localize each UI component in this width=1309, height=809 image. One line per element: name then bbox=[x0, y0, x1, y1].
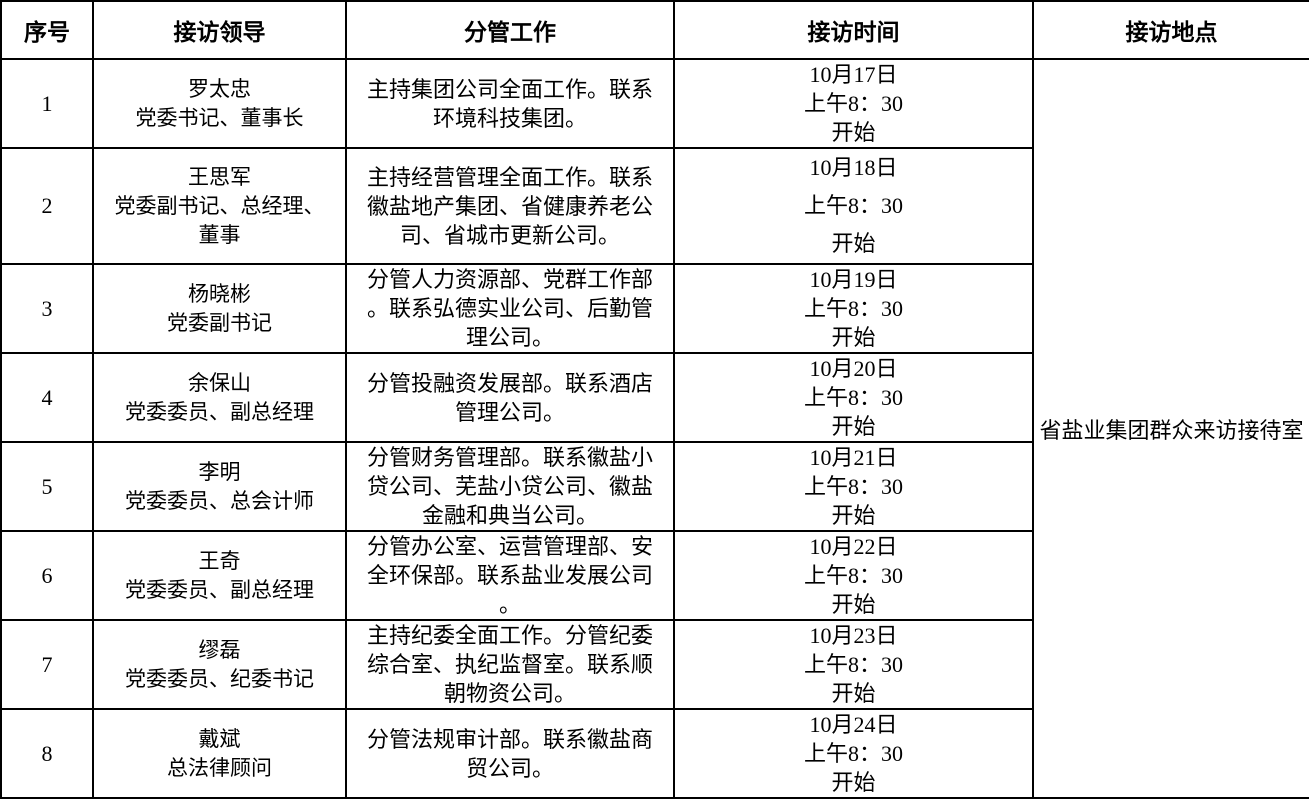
time-clock: 上午8：30 bbox=[803, 193, 903, 218]
header-duties: 分管工作 bbox=[345, 0, 675, 60]
leader-title: 党委副书记 bbox=[167, 310, 272, 335]
time-date: 10月20日 bbox=[809, 356, 898, 381]
time-start: 开始 bbox=[831, 592, 876, 617]
table-row: 1 罗太忠 党委书记、董事长 主持集团公司全面工作。联系环境科技集团。 10月1… bbox=[0, 58, 1309, 799]
time-cell: 10月24日 上午8：30 开始 bbox=[673, 708, 1034, 799]
table-row: 5 李明 党委委员、总会计师 分管财务管理部。联系徽盐小贷公司、芜盐小贷公司、徽… bbox=[0, 441, 1309, 532]
time-date: 10月22日 bbox=[809, 534, 898, 559]
location-cell: 省盐业集团群众来访接待室 bbox=[1032, 58, 1309, 799]
duties-cell: 分管投融资发展部。联系酒店管理公司。 bbox=[345, 352, 675, 443]
leader-name: 缪磊 bbox=[198, 637, 241, 662]
time-date: 10月17日 bbox=[809, 62, 898, 87]
time-date: 10月24日 bbox=[809, 712, 898, 737]
time-cell: 10月23日 上午8：30 开始 bbox=[673, 619, 1034, 710]
duties-cell: 分管财务管理部。联系徽盐小贷公司、芜盐小贷公司、徽盐金融和典当公司。 bbox=[345, 441, 675, 532]
duties-cell: 分管办公室、运营管理部、安全环保部。联系盐业发展公司。 bbox=[345, 530, 675, 621]
leader-cell: 王思军 党委副书记、总经理、董事 bbox=[92, 147, 347, 265]
serial-cell: 1 bbox=[0, 58, 94, 149]
header-leader: 接访领导 bbox=[92, 0, 347, 60]
time-cell: 10月22日 上午8：30 开始 bbox=[673, 530, 1034, 621]
serial-cell: 6 bbox=[0, 530, 94, 621]
time-start: 开始 bbox=[831, 681, 876, 706]
leader-cell: 余保山 党委委员、副总经理 bbox=[92, 352, 347, 443]
leader-title: 总法律顾问 bbox=[167, 755, 272, 780]
serial-cell: 2 bbox=[0, 147, 94, 265]
time-date: 10月23日 bbox=[809, 623, 898, 648]
leader-name: 李明 bbox=[198, 459, 241, 484]
time-cell: 10月20日 上午8：30 开始 bbox=[673, 352, 1034, 443]
leader-title: 党委委员、副总经理 bbox=[125, 399, 314, 424]
leader-cell: 缪磊 党委委员、纪委书记 bbox=[92, 619, 347, 710]
header-location: 接访地点 bbox=[1032, 0, 1309, 60]
leader-name: 王奇 bbox=[198, 548, 241, 573]
time-date: 10月18日 bbox=[809, 155, 898, 180]
time-start: 开始 bbox=[831, 503, 876, 528]
serial-cell: 8 bbox=[0, 708, 94, 799]
time-clock: 上午8：30 bbox=[803, 91, 903, 116]
duties-cell: 主持经营管理全面工作。联系徽盐地产集团、省健康养老公司、省城市更新公司。 bbox=[345, 147, 675, 265]
time-start: 开始 bbox=[831, 770, 876, 795]
leader-cell: 李明 党委委员、总会计师 bbox=[92, 441, 347, 532]
leader-cell: 王奇 党委委员、副总经理 bbox=[92, 530, 347, 621]
leader-title: 党委委员、副总经理 bbox=[125, 577, 314, 602]
time-cell: 10月21日 上午8：30 开始 bbox=[673, 441, 1034, 532]
time-cell: 10月17日 上午8：30 开始 bbox=[673, 58, 1034, 149]
leader-cell: 罗太忠 党委书记、董事长 bbox=[92, 58, 347, 149]
time-clock: 上午8：30 bbox=[803, 741, 903, 766]
time-start: 开始 bbox=[831, 120, 876, 145]
leader-title: 党委书记、董事长 bbox=[135, 105, 304, 130]
table-row: 3 杨晓彬 党委副书记 分管人力资源部、党群工作部。联系弘德实业公司、后勤管理公… bbox=[0, 263, 1309, 354]
duties-cell: 分管人力资源部、党群工作部。联系弘德实业公司、后勤管理公司。 bbox=[345, 263, 675, 354]
time-start: 开始 bbox=[831, 231, 876, 256]
table-row: 8 戴斌 总法律顾问 分管法规审计部。联系徽盐商贸公司。 10月24日 上午8：… bbox=[0, 708, 1309, 799]
leader-cell: 戴斌 总法律顾问 bbox=[92, 708, 347, 799]
time-start: 开始 bbox=[831, 325, 876, 350]
serial-cell: 3 bbox=[0, 263, 94, 354]
leader-title: 党委委员、纪委书记 bbox=[125, 666, 314, 691]
header-time: 接访时间 bbox=[673, 0, 1034, 60]
serial-cell: 4 bbox=[0, 352, 94, 443]
time-date: 10月21日 bbox=[809, 445, 898, 470]
leader-name: 王思军 bbox=[188, 164, 251, 189]
leader-cell: 杨晓彬 党委副书记 bbox=[92, 263, 347, 354]
time-start: 开始 bbox=[831, 414, 876, 439]
time-clock: 上午8：30 bbox=[803, 652, 903, 677]
table-row: 4 余保山 党委委员、副总经理 分管投融资发展部。联系酒店管理公司。 10月20… bbox=[0, 352, 1309, 443]
table-row: 2 王思军 党委副书记、总经理、董事 主持经营管理全面工作。联系徽盐地产集团、省… bbox=[0, 147, 1309, 265]
header-serial: 序号 bbox=[0, 0, 94, 60]
serial-cell: 7 bbox=[0, 619, 94, 710]
leader-title: 党委副书记、总经理、董事 bbox=[114, 193, 325, 247]
table-row: 7 缪磊 党委委员、纪委书记 主持纪委全面工作。分管纪委综合室、执纪监督室。联系… bbox=[0, 619, 1309, 710]
leader-name: 余保山 bbox=[188, 370, 251, 395]
time-clock: 上午8：30 bbox=[803, 474, 903, 499]
table-row: 6 王奇 党委委员、副总经理 分管办公室、运营管理部、安全环保部。联系盐业发展公… bbox=[0, 530, 1309, 621]
leader-name: 戴斌 bbox=[198, 726, 241, 751]
duties-cell: 分管法规审计部。联系徽盐商贸公司。 bbox=[345, 708, 675, 799]
time-clock: 上午8：30 bbox=[803, 385, 903, 410]
time-clock: 上午8：30 bbox=[803, 296, 903, 321]
time-clock: 上午8：30 bbox=[803, 563, 903, 588]
time-cell: 10月19日 上午8：30 开始 bbox=[673, 263, 1034, 354]
duties-cell: 主持纪委全面工作。分管纪委综合室、执纪监督室。联系顺朝物资公司。 bbox=[345, 619, 675, 710]
time-date: 10月19日 bbox=[809, 267, 898, 292]
serial-cell: 5 bbox=[0, 441, 94, 532]
duties-cell: 主持集团公司全面工作。联系环境科技集团。 bbox=[345, 58, 675, 149]
time-cell: 10月18日 上午8：30 开始 bbox=[673, 147, 1034, 265]
leader-name: 罗太忠 bbox=[188, 76, 251, 101]
header-row: 序号 接访领导 分管工作 接访时间 接访地点 bbox=[0, 0, 1309, 60]
leader-name: 杨晓彬 bbox=[188, 281, 251, 306]
leader-title: 党委委员、总会计师 bbox=[125, 488, 314, 513]
